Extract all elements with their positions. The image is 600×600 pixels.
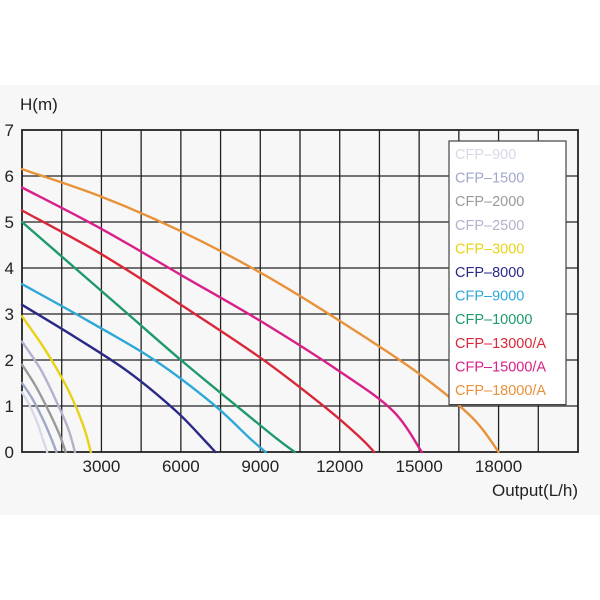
x-tick-label: 6000 [162, 457, 200, 476]
legend-entry: CFP–8000 [455, 265, 524, 281]
series-line [20, 391, 49, 454]
plot-border [21, 129, 579, 453]
series-line [20, 282, 267, 454]
y-axis-title: H(m) [20, 95, 58, 114]
legend-entry: CFP–10000 [455, 312, 532, 328]
x-tick-label: 18000 [475, 457, 522, 476]
series-line [20, 381, 58, 454]
y-tick-label: 7 [5, 121, 14, 140]
legend-entry: CFP–900 [455, 147, 516, 163]
y-tick-label: 3 [5, 305, 14, 324]
series-line [20, 220, 296, 454]
x-axis-title: Output(L/h) [492, 481, 578, 500]
y-tick-label: 5 [5, 213, 14, 232]
x-tick-label: 15000 [396, 457, 443, 476]
y-tick-label: 4 [5, 259, 14, 278]
series-line [20, 363, 67, 454]
series-line [20, 167, 500, 454]
curve-layer [20, 167, 500, 454]
series-line [20, 209, 376, 454]
series-line [20, 315, 93, 454]
x-tick-label: 12000 [316, 457, 363, 476]
legend-entry: CFP–2500 [455, 218, 524, 234]
series-line [20, 186, 423, 454]
y-tick-label: 1 [5, 397, 14, 416]
y-tick-label: 6 [5, 167, 14, 186]
legend-entry: CFP–9000 [455, 289, 524, 305]
x-tick-label: 9000 [241, 457, 279, 476]
y-tick-label: 0 [5, 443, 14, 462]
legend-entry: CFP–15000/A [455, 359, 546, 375]
legend-box [448, 140, 567, 406]
y-tick-label: 2 [5, 351, 14, 370]
series-line [20, 340, 77, 454]
legend-entry: CFP–2000 [455, 194, 524, 210]
legend-entry: CFP–13000/A [455, 336, 546, 352]
x-tick-label: 3000 [83, 457, 121, 476]
legend: CFP–900 CFP–1500 CFP–2000 CFP–2500 CFP–3000 C… [448, 140, 567, 406]
legend-entry: CFP–3000 [455, 241, 524, 257]
legend-entry: CFP–18000/A [455, 383, 546, 399]
series-line [20, 303, 217, 454]
axis-layer: 0 1 2 3 4 5 6 7 3000 6000 9000 12000 15000 18000 H(m) O… [5, 95, 578, 500]
legend-entry: CFP–1500 [455, 171, 524, 187]
